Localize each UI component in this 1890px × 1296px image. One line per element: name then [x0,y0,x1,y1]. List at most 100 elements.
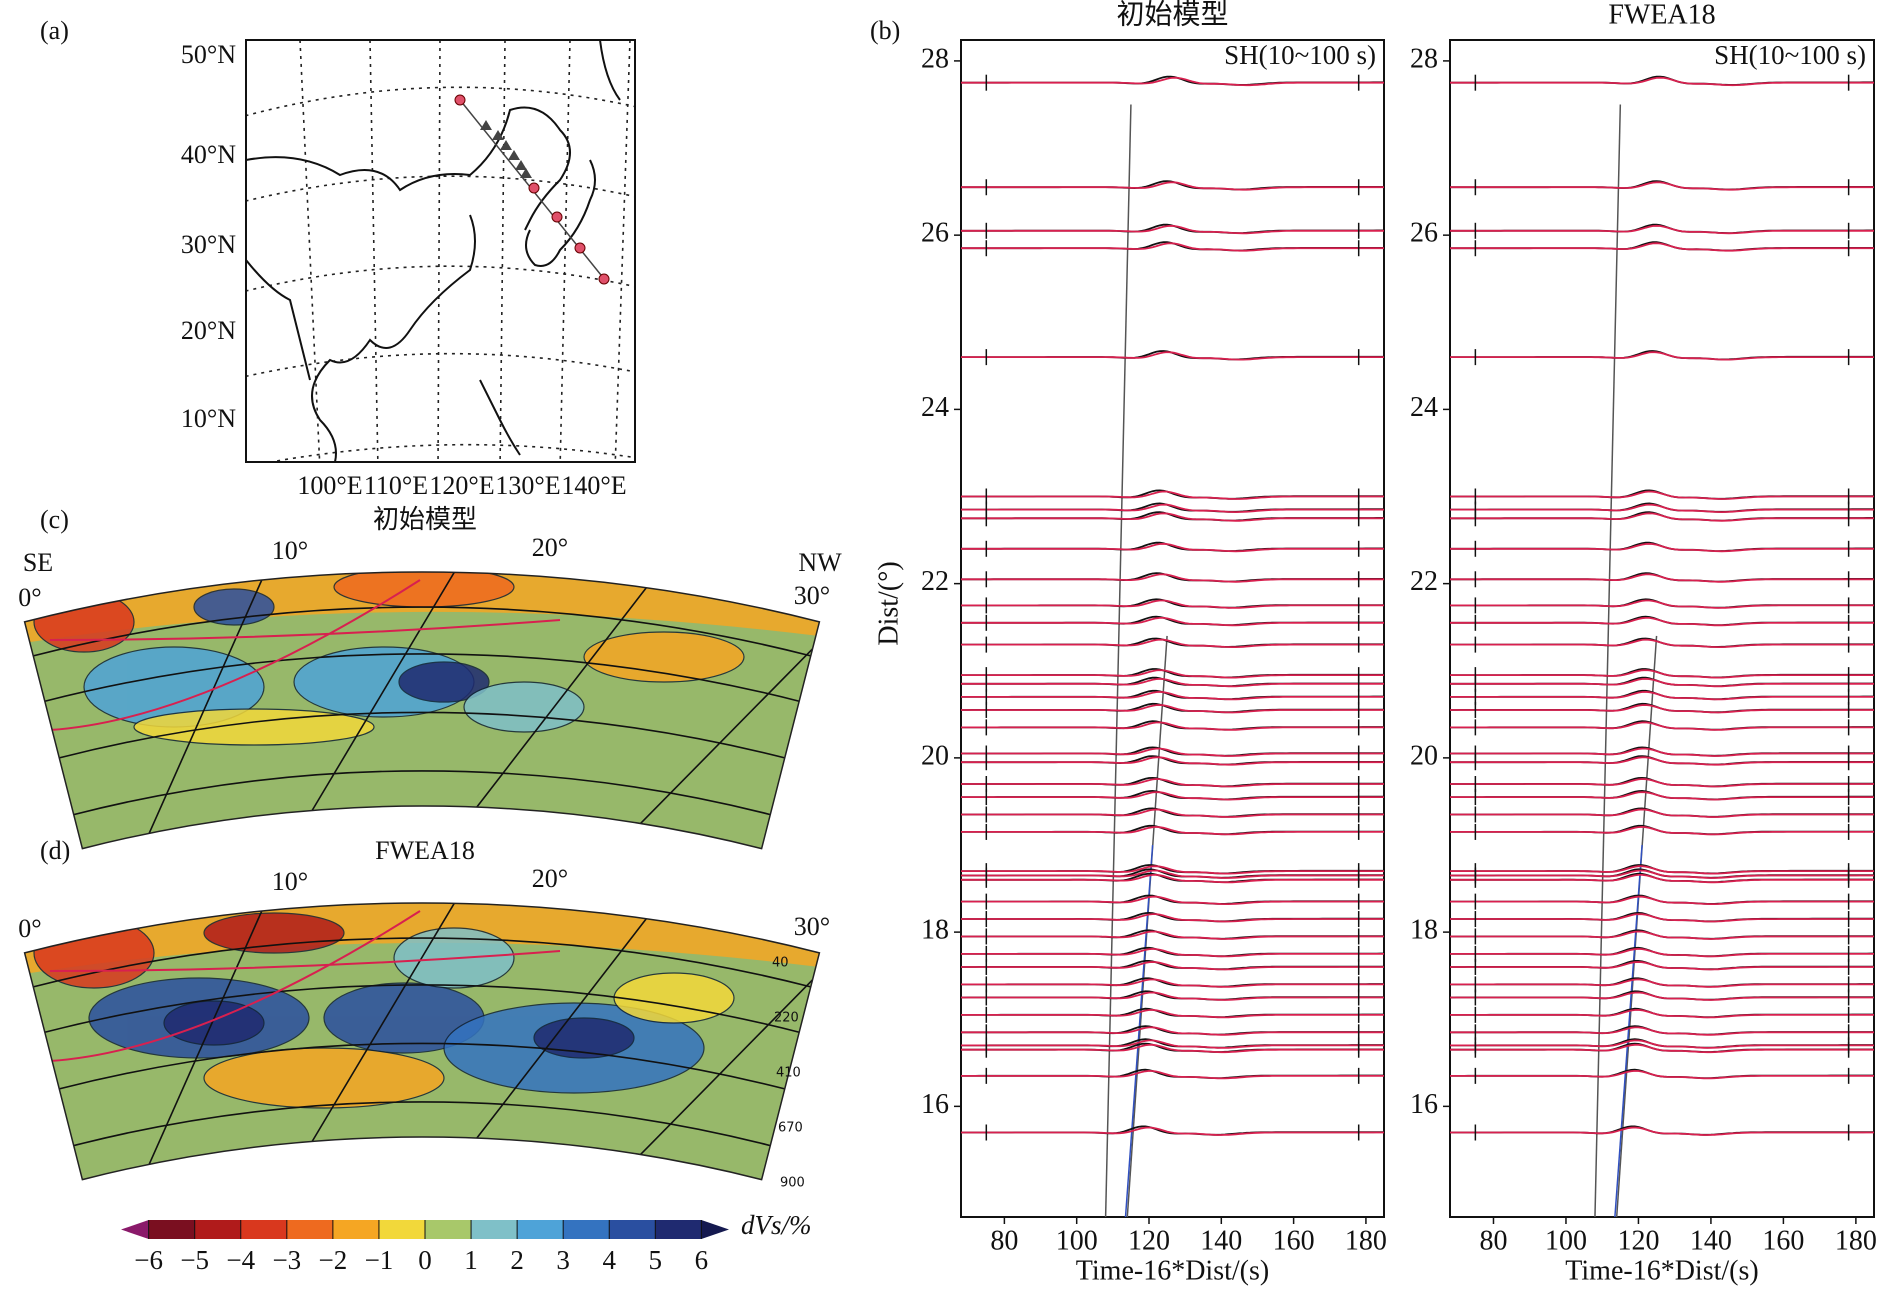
data-trace [1450,946,1874,958]
lon-label: 140°E [561,471,626,500]
synthetic-trace [1450,638,1874,648]
ray-line [148,910,263,1165]
synthetic-trace [1450,599,1874,609]
annotation: SH(10~100 s) [1714,40,1866,70]
synthetic-trace [1450,865,1874,875]
y-tick-label: 28 [921,43,949,74]
section-title: FWEA18 [375,836,475,865]
data-trace [1450,789,1874,801]
colorbar-bin [148,1220,196,1239]
data-trace [961,489,1384,500]
y-tick-label: 26 [1410,218,1438,249]
angle-label: 0° [18,583,41,612]
synthetic-trace [961,869,1384,879]
x-tick-label: 140 [1200,1225,1242,1256]
lat-label: 50°N [181,40,236,69]
depth-line [33,606,811,657]
synthetic-trace [961,224,1384,235]
colorbar-tick-label: 4 [602,1245,616,1275]
ray-line [311,572,455,811]
lon-label: 120°E [429,471,494,500]
synthetic-trace [961,1039,1384,1049]
panel-label: (a) [40,16,69,45]
colorbar-bin [425,1220,472,1239]
depth-line [73,770,771,816]
data-trace [1450,864,1874,875]
synthetic-trace [1450,76,1874,87]
plot-frame [960,39,1385,1218]
colorbar-tick-label: 3 [556,1245,570,1275]
ray-line [476,587,647,808]
angle-label: 30° [794,581,830,610]
synthetic-trace [1450,617,1874,627]
synthetic-trace [1450,669,1874,679]
angle-label: 10° [272,867,308,896]
x-tick-label: 160 [1273,1225,1315,1256]
colorbar-bin [378,1220,426,1239]
synthetic-trace [961,930,1384,940]
x-tick-label: 80 [1479,1225,1507,1256]
synthetic-trace [961,947,1384,958]
synthetic-trace [1450,1008,1874,1019]
panel-label: (b) [870,16,900,45]
data-trace [961,1068,1384,1079]
colorbar-label: dVs/% [741,1210,812,1240]
colorbar-bin [286,1220,334,1239]
synthetic-trace [961,874,1384,884]
data-trace [961,615,1384,626]
synthetic-trace [961,1026,1384,1036]
synthetic-trace [1450,490,1874,500]
depth-line [33,937,811,988]
colorbar-tick-label: 6 [695,1245,709,1275]
data-trace [1450,755,1874,766]
synthetic-trace [961,1069,1384,1080]
synthetic-trace [961,1126,1384,1136]
angle-label: 20° [532,864,568,893]
anomaly [133,708,375,746]
x-tick-label: 120 [1617,1225,1659,1256]
anomaly [583,631,745,683]
anomaly [463,681,585,733]
synthetic-trace [961,503,1384,514]
depth-label: 410 [776,1066,801,1081]
y-tick-label: 24 [921,392,949,423]
colorbar-tick-label: −3 [272,1245,301,1275]
data-trace [961,511,1384,522]
depth-label: 40 [772,956,789,971]
colorbar-tick-label: −5 [180,1245,209,1275]
map-body [246,40,635,462]
panel-label: (d) [40,836,70,865]
synthetic-trace [1450,930,1874,940]
synthetic-trace [961,747,1384,757]
synthetic-trace [1450,947,1874,958]
colorbar-extend [121,1220,149,1239]
synthetic-trace [1450,895,1874,905]
anomaly [203,1047,445,1109]
synthetic-trace [1450,1069,1874,1080]
panel-title: 初始模型 [1116,0,1228,30]
data-trace [961,1025,1384,1036]
synthetic-trace [1450,991,1874,1001]
colorbar-tick-label: 1 [464,1245,478,1275]
data-trace [1450,807,1874,818]
synthetic-trace [1450,825,1874,836]
data-trace [961,977,1384,988]
data-trace [1450,746,1874,757]
synthetic-trace [1450,808,1874,818]
synthetic-trace [961,542,1384,553]
colorbar-bin [194,1220,242,1239]
synthetic-trace [1450,747,1874,757]
section-outline [23,902,821,1181]
data-trace [961,929,1384,940]
synthetic-trace [1450,512,1874,522]
synthetic-trace [961,865,1384,875]
panel-label: (c) [40,505,69,534]
synthetic-trace [1450,224,1874,235]
y-tick-label: 16 [1410,1089,1438,1120]
synthetic-trace [961,791,1384,801]
annotation: SH(10~100 s) [1224,40,1376,70]
anomaly [163,1000,265,1046]
colorbar-bin [332,1220,380,1239]
synthetic-trace [1450,869,1874,879]
